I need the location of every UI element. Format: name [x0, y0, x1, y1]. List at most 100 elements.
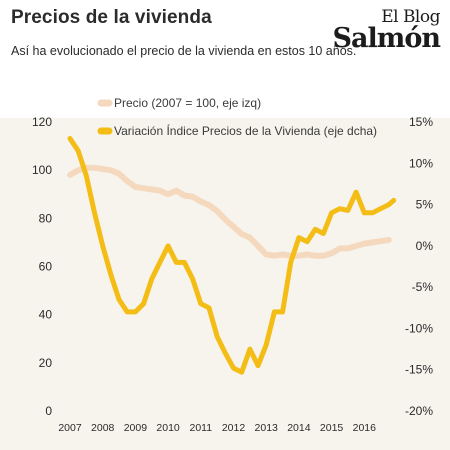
data-point-variacion [290, 261, 292, 263]
data-point-precio [232, 226, 235, 228]
y-right-tick-label: -20% [405, 404, 433, 418]
data-point-precio [93, 167, 96, 169]
chart-header: Precios de la vivienda Así ha evoluciona… [0, 0, 450, 118]
data-point-precio [339, 247, 341, 249]
data-point-variacion [249, 348, 251, 350]
y-axis-left: 0 20 40 60 80 100 120 [32, 115, 52, 418]
data-point-precio [306, 253, 308, 256]
y-left-tick-label: 20 [39, 356, 53, 370]
data-point-variacion [85, 175, 87, 177]
data-point-precio [257, 245, 259, 247]
y-axis-right: -20% -15% -10% -5% 0% 5% 10% 15% [405, 115, 433, 418]
x-tick-label: 2012 [222, 422, 246, 434]
logo-line-2: Salmón [332, 23, 441, 54]
data-point-variacion [306, 241, 308, 243]
data-point-variacion [200, 303, 202, 305]
data-point-precio [273, 255, 275, 257]
data-point-variacion [167, 245, 169, 247]
x-tick-label: 2008 [91, 422, 115, 434]
data-point-variacion [216, 336, 218, 338]
data-point-variacion [143, 303, 145, 305]
data-point-variacion [102, 245, 104, 247]
data-point-precio [77, 169, 79, 171]
y-right-tick-label: 5% [416, 198, 434, 212]
series-line-precio [67, 164, 392, 259]
data-point-variacion [118, 298, 120, 301]
x-tick-label: 2016 [353, 422, 377, 434]
x-tick-label: 2007 [58, 422, 82, 434]
y-left-tick-label: 80 [39, 211, 53, 225]
data-point-variacion [380, 208, 382, 210]
data-point-precio [102, 168, 104, 170]
data-point-precio [126, 180, 128, 182]
data-point-variacion [241, 371, 243, 373]
data-point-variacion [93, 212, 96, 214]
data-point-precio [241, 233, 243, 235]
data-point-variacion [339, 208, 341, 210]
data-point-variacion [314, 228, 316, 230]
data-point-precio [380, 240, 382, 242]
y-right-tick-label: 15% [409, 115, 433, 129]
legend-label-precio: Precio (2007 = 100, eje izq) [114, 96, 261, 110]
x-tick-label: 2010 [156, 422, 180, 434]
data-point-variacion [322, 232, 324, 235]
data-point-precio [143, 187, 145, 189]
chart-subtitle: Así ha evolucionado el precio de la vivi… [11, 44, 357, 58]
chart-title: Precios de la vivienda [11, 7, 212, 28]
data-point-variacion [257, 365, 259, 367]
data-point-precio [200, 200, 202, 203]
data-point-variacion [282, 311, 284, 313]
y-right-tick-label: -5% [412, 280, 434, 294]
x-tick-label: 2014 [287, 422, 311, 434]
data-point-precio [208, 204, 210, 206]
data-point-variacion [393, 199, 395, 201]
y-right-tick-label: 0% [416, 239, 434, 253]
data-point-precio [347, 247, 349, 249]
data-point-variacion [175, 261, 177, 263]
x-tick-label: 2015 [320, 422, 344, 434]
data-point-precio [110, 169, 112, 171]
data-point-variacion [224, 352, 226, 354]
x-axis: 2007 2008 2009 2010 2011 2012 2013 2014 2015 2016 [58, 422, 376, 434]
data-point-precio [298, 255, 300, 257]
data-point-variacion [134, 311, 136, 313]
logo-line-1: El Blog [381, 7, 440, 27]
series-variacion [67, 136, 397, 375]
x-tick-label: 2011 [190, 422, 213, 434]
data-point-precio [151, 188, 153, 190]
legend: Precio (2007 = 100, eje izq) Variación Ín… [97, 96, 377, 138]
data-point-variacion [371, 212, 374, 214]
x-tick-label: 2013 [255, 422, 279, 434]
data-point-precio [134, 186, 136, 188]
y-left-tick-label: 100 [32, 163, 52, 177]
data-point-precio [69, 174, 71, 176]
data-point-variacion [110, 274, 112, 276]
y-right-tick-label: -15% [405, 363, 433, 377]
data-point-precio [265, 253, 267, 256]
data-point-variacion [273, 311, 275, 313]
data-point-precio [322, 255, 324, 257]
data-point-precio [175, 190, 177, 192]
y-right-tick-label: 10% [409, 156, 433, 170]
data-point-variacion [388, 204, 390, 206]
data-point-precio [331, 252, 333, 254]
data-point-variacion [126, 311, 128, 313]
x-tick-label: 2009 [124, 422, 148, 434]
data-point-precio [363, 243, 365, 245]
y-left-tick-label: 120 [32, 115, 52, 129]
data-point-precio [183, 194, 185, 197]
series-precio [67, 164, 392, 259]
data-point-variacion [355, 191, 357, 193]
data-point-precio [371, 241, 374, 243]
data-point-precio [388, 239, 390, 241]
y-right-tick-label: -10% [405, 321, 433, 335]
data-point-precio [355, 245, 357, 247]
data-point-variacion [232, 367, 235, 369]
data-point-variacion [331, 212, 333, 214]
data-point-variacion [192, 278, 194, 280]
data-point-variacion [77, 150, 79, 152]
data-point-variacion [208, 307, 210, 309]
data-point-variacion [159, 261, 161, 263]
